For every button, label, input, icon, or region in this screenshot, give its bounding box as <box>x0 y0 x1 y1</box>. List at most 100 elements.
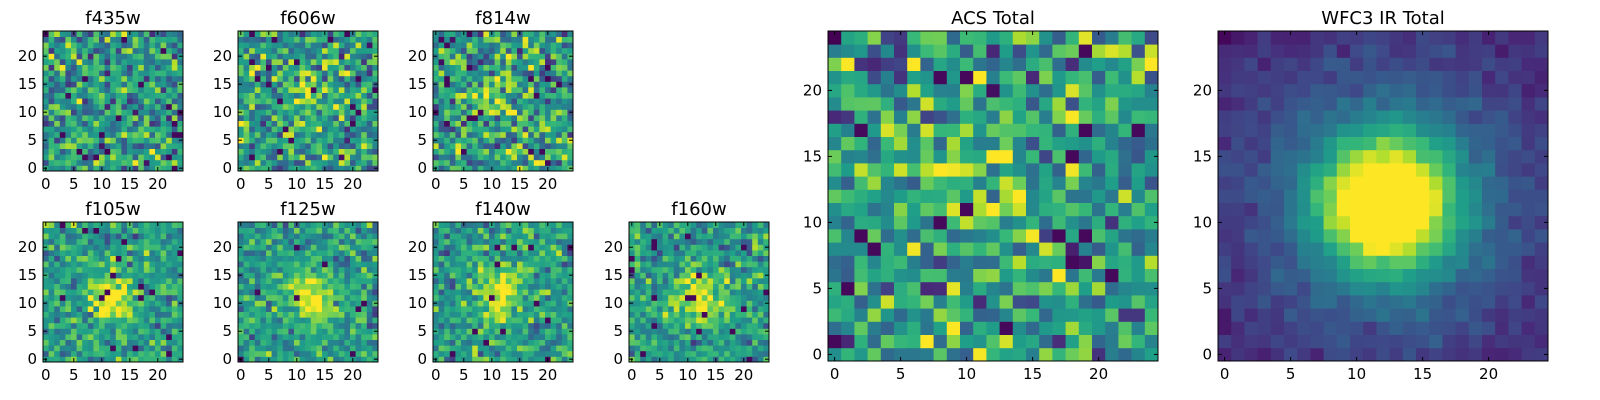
heatmap-cell <box>1039 281 1053 296</box>
heatmap-cell <box>166 222 173 228</box>
heatmap-cell <box>746 306 753 312</box>
heatmap-cell <box>350 322 356 329</box>
heatmap-cell <box>960 176 974 190</box>
heatmap-cell <box>433 227 439 234</box>
heatmap-cell <box>472 115 479 121</box>
heatmap-cell <box>533 244 540 251</box>
heatmap-cell <box>43 311 49 318</box>
heatmap-cell <box>366 165 373 172</box>
heatmap-cell <box>741 339 747 346</box>
heatmap-cell <box>757 238 764 245</box>
heatmap-cell <box>65 126 72 133</box>
heatmap-cell <box>104 131 111 138</box>
heatmap-cell <box>104 339 111 346</box>
heatmap-cell <box>338 75 345 82</box>
heatmap-cell <box>288 137 295 144</box>
heatmap-cell <box>104 356 111 363</box>
heatmap-cell <box>43 47 49 54</box>
heatmap-cell <box>355 306 362 312</box>
heatmap-cell <box>477 311 484 318</box>
heatmap-cell <box>87 255 94 262</box>
heatmap-cell <box>550 126 557 133</box>
heatmap-cell <box>556 75 563 82</box>
heatmap-cell <box>472 92 479 99</box>
heatmap-cell <box>483 98 490 105</box>
heatmap-cell <box>177 350 184 357</box>
heatmap-cell <box>550 165 557 172</box>
heatmap-cell <box>254 311 261 318</box>
heatmap-cell <box>54 159 61 166</box>
heatmap-cell <box>87 115 94 121</box>
heatmap-cell <box>350 278 356 284</box>
heatmap-cell <box>500 328 507 335</box>
heatmap-cell <box>472 306 479 312</box>
heatmap-cell <box>288 350 295 357</box>
heatmap-cell <box>155 98 161 105</box>
heatmap-cell <box>561 289 568 296</box>
heatmap-cell <box>433 255 439 262</box>
heatmap-cell <box>920 268 934 283</box>
heatmap-cell <box>71 244 77 251</box>
heatmap-cell <box>477 255 484 262</box>
heatmap-cell <box>271 148 278 155</box>
heatmap-cell <box>338 311 345 318</box>
heatmap-cell <box>333 42 340 49</box>
heatmap-cell <box>1039 163 1053 177</box>
heatmap-cell <box>645 278 652 284</box>
heatmap-cell <box>115 278 122 284</box>
heatmap-cell <box>149 300 156 307</box>
heatmap-cell <box>344 289 351 296</box>
x-tick-label: 10 <box>287 175 306 193</box>
heatmap-cell <box>333 227 340 234</box>
heatmap-cell <box>143 126 150 133</box>
heatmap-cell <box>277 137 284 144</box>
heatmap-cell <box>294 328 300 335</box>
heatmap-cell <box>155 306 161 312</box>
heatmap-cell <box>282 103 289 110</box>
heatmap-cell <box>143 165 150 172</box>
heatmap-cell <box>327 255 334 262</box>
heatmap-cell <box>528 148 535 155</box>
heatmap-cell <box>1078 268 1093 283</box>
heatmap-cell <box>316 345 323 352</box>
heatmap-cell <box>489 278 495 284</box>
heatmap-cell <box>1039 189 1053 203</box>
heatmap-cell <box>316 53 323 60</box>
heatmap-cell <box>294 109 300 116</box>
heatmap-cell <box>746 266 753 273</box>
heatmap-cell <box>1131 268 1146 283</box>
heatmap-cell <box>685 244 691 251</box>
heatmap-cell <box>472 70 479 77</box>
heatmap-cell <box>171 115 178 121</box>
heatmap-cell <box>121 306 128 312</box>
heatmap-cell <box>533 120 540 127</box>
heatmap-cell <box>444 120 451 127</box>
heatmap-cell <box>288 87 295 93</box>
heatmap-cell <box>556 334 563 340</box>
heatmap-cell <box>344 47 351 54</box>
heatmap-cell <box>43 115 49 121</box>
heatmap-cell <box>1039 255 1053 269</box>
heatmap-cell <box>104 143 111 149</box>
heatmap-cell <box>177 87 184 93</box>
heatmap-cell <box>155 53 161 60</box>
heatmap-cell <box>238 120 244 127</box>
heatmap-cell <box>461 283 467 290</box>
heatmap-cell <box>867 295 882 309</box>
heatmap-cell <box>718 261 725 268</box>
heatmap-cell <box>82 98 89 105</box>
heatmap-cell <box>634 306 641 312</box>
heatmap-cell <box>455 109 462 116</box>
heatmap-cell <box>177 159 184 166</box>
heatmap-cell <box>505 120 512 127</box>
heatmap-cell <box>500 143 507 149</box>
heatmap-cell <box>500 233 507 240</box>
heatmap-cell <box>455 159 462 166</box>
heatmap-cell <box>545 120 551 127</box>
heatmap-cell <box>310 87 317 93</box>
x-tick-label: 15 <box>510 366 529 384</box>
heatmap-cell <box>127 311 133 318</box>
heatmap-cell <box>505 306 512 312</box>
heatmap-cell <box>657 238 663 245</box>
heatmap-cell <box>679 322 686 329</box>
